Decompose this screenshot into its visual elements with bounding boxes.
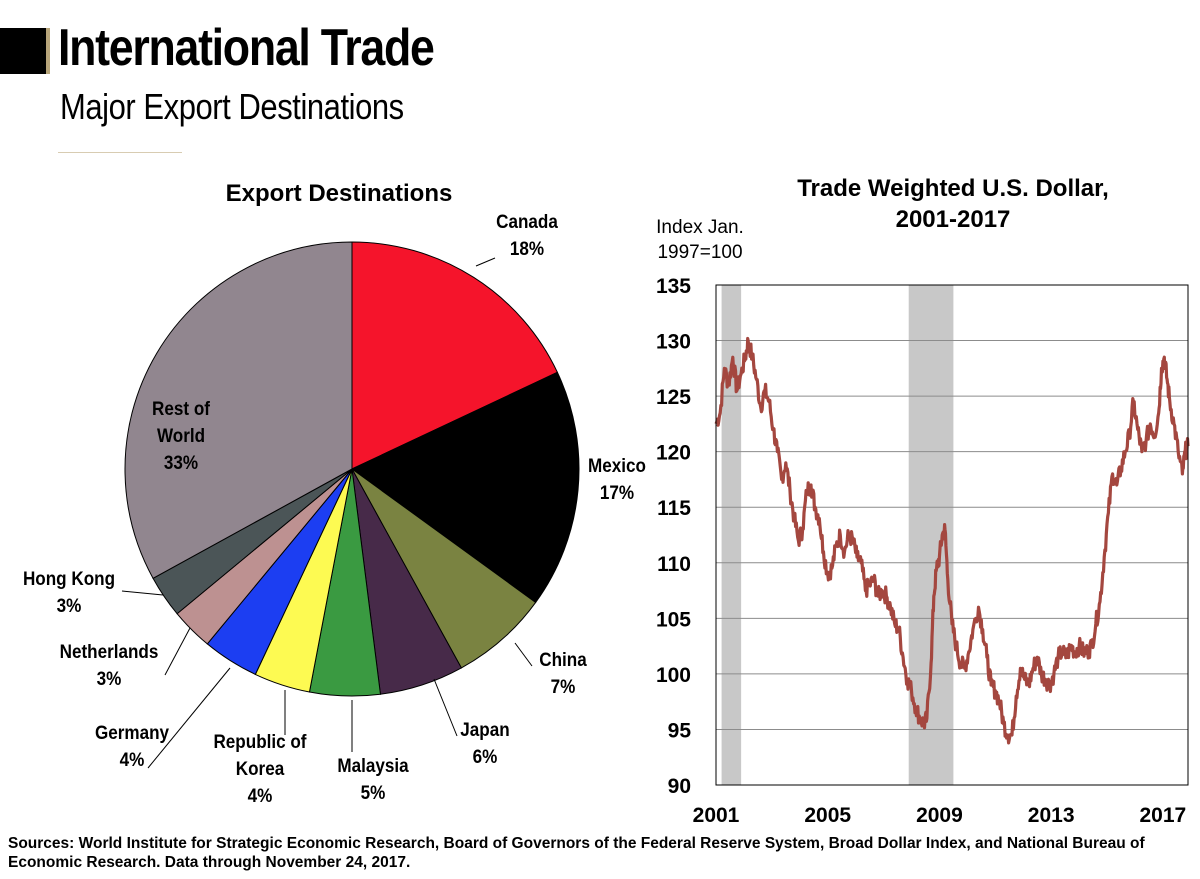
leader-line-japan bbox=[433, 678, 458, 737]
y-tick-135: 135 bbox=[656, 275, 691, 298]
pie-slice-rest-of-world bbox=[124, 241, 353, 580]
y-tick-95: 95 bbox=[668, 719, 692, 742]
y-tick-130: 130 bbox=[656, 331, 691, 354]
leader-line-china bbox=[514, 642, 533, 667]
pie-labels: Canada 18% Mexico 17% China 7% Japan 6% Malaysia… bbox=[23, 211, 646, 806]
leader-line-netherlands bbox=[164, 627, 191, 676]
pie-label-republic-of-korea-line-2: Korea bbox=[236, 758, 285, 779]
pie-label-hong-kong: Hong Kong bbox=[23, 568, 115, 589]
pie-value-germany: 4% bbox=[120, 749, 145, 770]
pie-value-netherlands: 3% bbox=[97, 668, 122, 689]
series-line-1 bbox=[714, 336, 1190, 745]
pie-slice-canada bbox=[351, 241, 559, 470]
pie-value-hong-kong: 3% bbox=[57, 595, 82, 616]
title-accent-stripe bbox=[46, 28, 50, 74]
pie-label-canada: Canada bbox=[496, 211, 559, 232]
pie-value-republic-of-korea: 4% bbox=[248, 785, 273, 806]
pie-chart-title: Export Destinations bbox=[226, 180, 453, 207]
y-axis-label-line-1: Index Jan. bbox=[656, 217, 744, 238]
pie-label-rest-of-world-line-2: World bbox=[157, 425, 205, 446]
y-tick-110: 110 bbox=[657, 553, 691, 576]
pie-slice-mexico bbox=[351, 371, 580, 604]
pie-label-netherlands: Netherlands bbox=[60, 641, 159, 662]
pie-label-rest-of-world-line-1: Rest of bbox=[152, 398, 211, 419]
page-subtitle: Major Export Destinations bbox=[60, 86, 404, 127]
leader-line-germany bbox=[147, 667, 231, 769]
x-tick-2017: 2017 bbox=[1140, 804, 1187, 827]
y-tick-100: 100 bbox=[656, 664, 691, 687]
sources-note: Sources: World Institute for Strategic E… bbox=[8, 835, 1145, 871]
y-tick-115: 115 bbox=[657, 497, 691, 520]
y-tick-90: 90 bbox=[668, 775, 691, 798]
x-tick-2013: 2013 bbox=[1028, 804, 1075, 827]
pie-label-republic-of-korea-line-1: Republic of bbox=[213, 731, 307, 752]
pie-value-china: 7% bbox=[551, 676, 576, 697]
title-divider bbox=[58, 152, 182, 153]
leader-line-canada bbox=[475, 257, 496, 267]
line-chart-title-line-2: 2001-2017 bbox=[896, 206, 1011, 233]
grid-lines bbox=[716, 340, 1188, 730]
y-tick-120: 120 bbox=[656, 442, 691, 465]
y-tick-125: 125 bbox=[656, 386, 691, 409]
pie-value-japan: 6% bbox=[473, 746, 498, 767]
pie-label-china: China bbox=[539, 649, 587, 670]
leader-line-hong-kong bbox=[121, 590, 164, 596]
recession-band-1 bbox=[721, 285, 742, 785]
plot-frame bbox=[715, 284, 1189, 786]
page-title: International Trade bbox=[58, 19, 435, 77]
x-tick-2001: 2001 bbox=[693, 804, 740, 827]
x-tick-2005: 2005 bbox=[804, 804, 851, 827]
x-tick-2009: 2009 bbox=[916, 804, 963, 827]
title-bar-block bbox=[0, 28, 46, 74]
pie-value-mexico: 17% bbox=[600, 482, 634, 503]
pie-leader-lines bbox=[121, 257, 533, 769]
pie-value-canada: 18% bbox=[510, 238, 544, 259]
pie-label-germany: Germany bbox=[95, 722, 169, 743]
y-axis-label-line-2: 1997=100 bbox=[657, 242, 742, 263]
pie-label-japan: Japan bbox=[460, 719, 509, 740]
pie-value-rest-of-world: 33% bbox=[164, 452, 198, 473]
pie-slices bbox=[124, 241, 580, 697]
pie-value-malaysia: 5% bbox=[361, 782, 386, 803]
series-lines bbox=[714, 336, 1190, 745]
pie-label-mexico: Mexico bbox=[588, 455, 646, 476]
y-tick-labels: 90 95 100 105 110 115 120 125 130 135 bbox=[656, 275, 691, 798]
pie-label-malaysia: Malaysia bbox=[337, 755, 409, 776]
x-tick-labels: 2001 2005 2009 2013 2017 bbox=[693, 804, 1187, 827]
line-chart-title-line-1: Trade Weighted U.S. Dollar, bbox=[797, 175, 1109, 202]
y-tick-105: 105 bbox=[656, 608, 691, 631]
